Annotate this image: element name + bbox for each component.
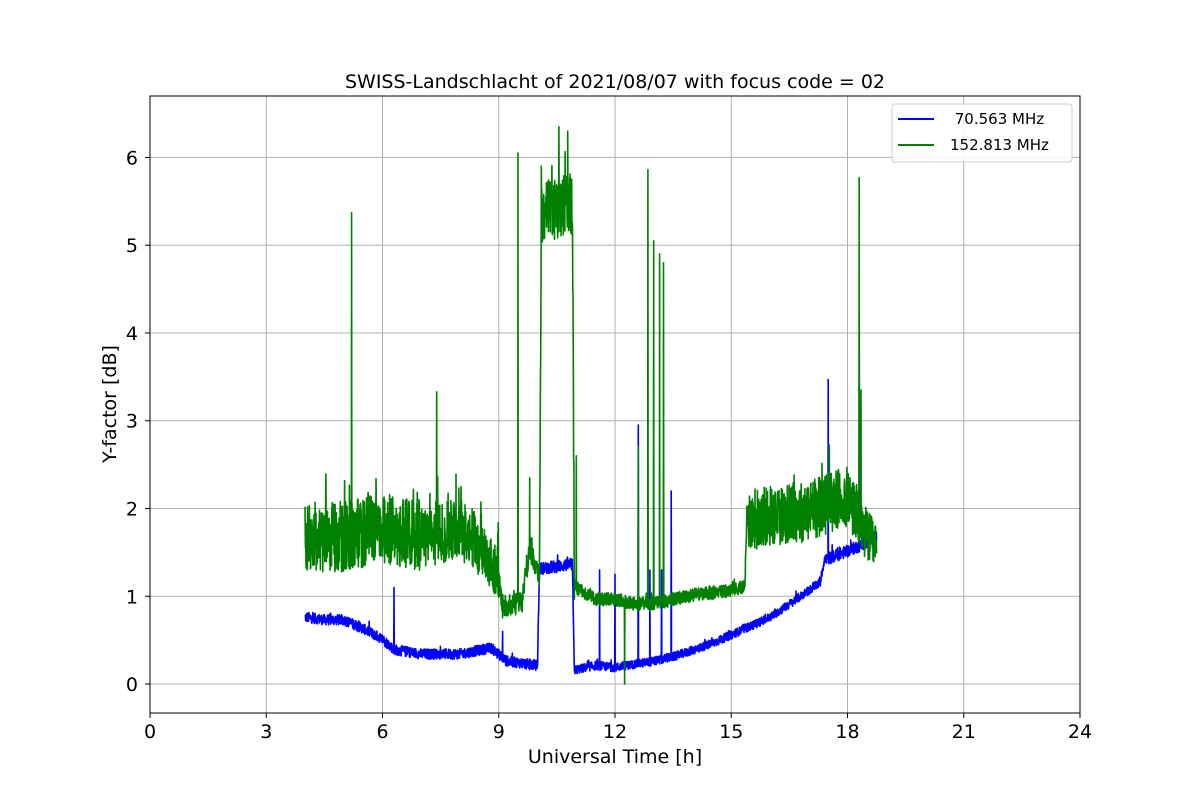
chart-title: SWISS-Landschlacht of 2021/08/07 with fo… [345,71,885,93]
x-tick-label: 24 [1068,721,1092,743]
series-line-2 [304,125,878,685]
x-tick-label: 15 [719,721,743,743]
legend-label-series-1: 70.563 MHz [950,110,1044,128]
y-tick-label: 5 [126,235,138,257]
x-axis-label: Universal Time [h] [528,746,702,768]
x-tick-label: 3 [260,721,272,743]
x-tick-label: 18 [835,721,859,743]
y-axis-label: Y-factor [dB] [99,345,121,464]
legend-frame [891,103,1073,163]
y-tick-label: 6 [126,147,138,169]
series-layer [304,125,878,685]
x-tick-label: 9 [493,721,505,743]
y-tick-label: 2 [126,499,138,521]
x-tick-label: 0 [144,721,156,743]
legend: 70.563 MHz 152.813 MHz [891,103,1073,163]
x-tick-label: 6 [376,721,388,743]
y-tick-label: 3 [126,411,138,433]
y-axis: 0 1 2 3 4 5 6 [126,147,150,696]
series-line-1 [304,314,878,675]
legend-label-series-2: 152.813 MHz [950,136,1049,154]
x-tick-label: 12 [603,721,627,743]
x-tick-label: 21 [952,721,976,743]
y-tick-label: 1 [126,586,138,608]
y-tick-label: 4 [126,323,138,345]
x-axis: 0 3 6 9 12 15 18 21 24 [144,713,1092,743]
y-tick-label: 0 [126,674,138,696]
